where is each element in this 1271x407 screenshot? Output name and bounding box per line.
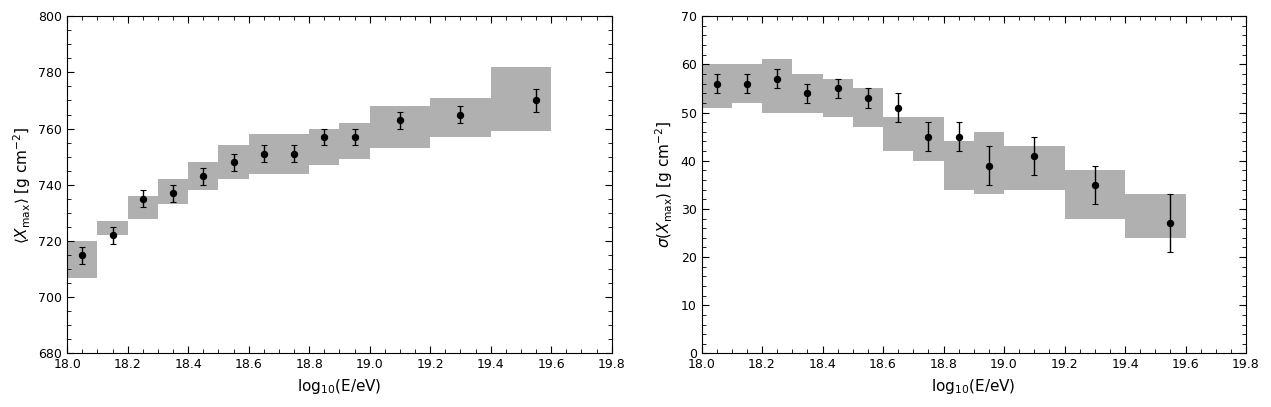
X-axis label: log$_{10}$(E/eV): log$_{10}$(E/eV): [297, 377, 381, 396]
Y-axis label: $\langle X_{\rm max}\rangle$ [g cm$^{-2}$]: $\langle X_{\rm max}\rangle$ [g cm$^{-2}…: [11, 126, 33, 244]
X-axis label: log$_{10}$(E/eV): log$_{10}$(E/eV): [932, 377, 1016, 396]
Y-axis label: $\sigma(X_{\rm max})$ [g cm$^{-2}$]: $\sigma(X_{\rm max})$ [g cm$^{-2}$]: [653, 121, 675, 248]
